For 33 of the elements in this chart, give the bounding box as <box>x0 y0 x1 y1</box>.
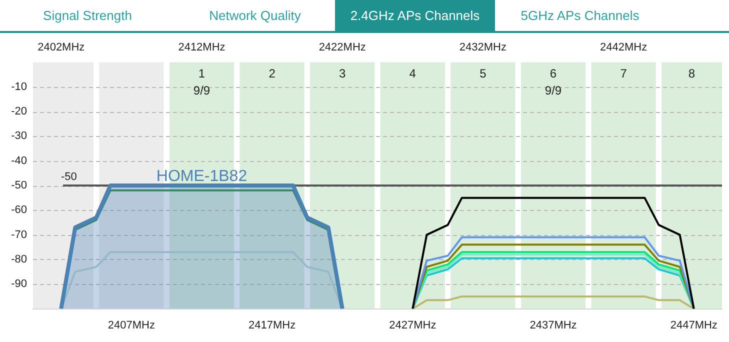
x-tick-label: 2417MHz <box>248 319 296 332</box>
band-label: 7 <box>620 66 628 81</box>
y-tick-label: -10 <box>11 80 27 93</box>
chart-title: 2.4GHz APs Channels <box>335 0 495 31</box>
x2-tick-label: 2422MHz <box>318 42 366 54</box>
x2-tick-label: 2402MHz <box>38 42 85 54</box>
y-tick-label: -50 <box>11 180 27 192</box>
y-tick-label: -60 <box>11 204 27 216</box>
series-label: HOME-1B82 <box>156 168 248 185</box>
band-label: 1 9/9 <box>193 66 210 98</box>
x2-tick-label: 2432MHz <box>459 42 506 54</box>
band-label: 5 <box>480 66 487 81</box>
x2-tick-label: 2442MHz <box>600 42 648 54</box>
y-tick-label: -30 <box>11 130 27 142</box>
band-label: 4 <box>409 66 416 81</box>
y-tick-label: -80 <box>11 254 27 266</box>
y-tick-label: -40 <box>11 154 27 167</box>
y-tick-label: -20 <box>11 106 27 118</box>
x-tick-label: 2427MHz <box>389 319 436 332</box>
band-label: 8 <box>688 66 696 81</box>
band-label: 2 <box>268 66 276 81</box>
x-tick-label: 2447MHz <box>670 319 718 332</box>
band-label: 3 <box>339 66 346 81</box>
x-tick-label: 2437MHz <box>530 319 577 332</box>
text: 5GHz APs Channels <box>520 7 640 25</box>
y-tick-label: -70 <box>11 228 27 241</box>
text: Network Quality <box>208 7 302 25</box>
text: Signal Strength <box>42 7 133 25</box>
y-tick-label: -90 <box>11 278 27 290</box>
ref-line-label: -50 <box>61 171 77 184</box>
x2-tick-label: 2412MHz <box>178 42 226 54</box>
x-tick-label: 2407MHz <box>108 319 155 332</box>
band-label: 6 9/9 <box>544 66 562 98</box>
